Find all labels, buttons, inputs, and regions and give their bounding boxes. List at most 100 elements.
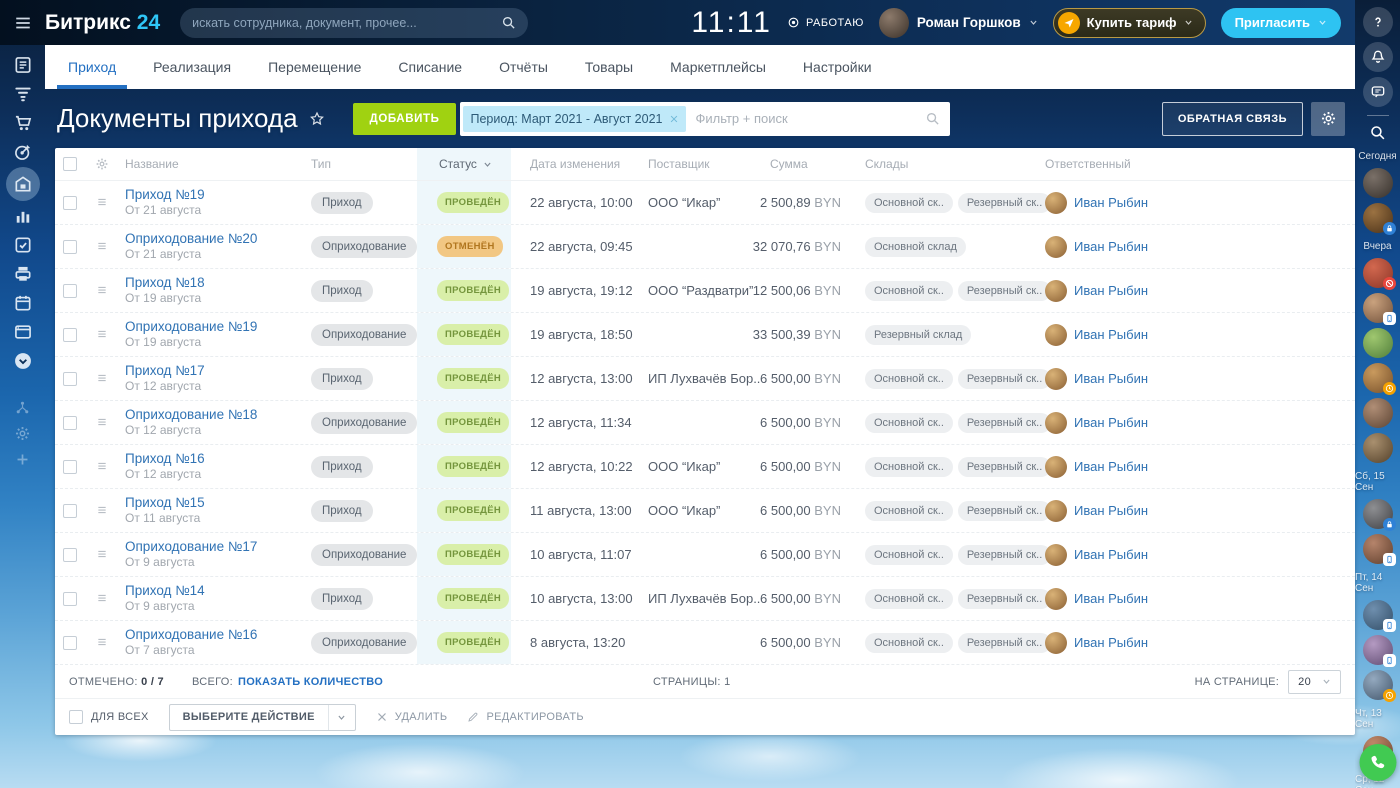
drag-handle-icon[interactable]: ≡ — [97, 414, 107, 431]
for-all-checkbox[interactable]: ДЛЯ ВСЕХ — [69, 710, 149, 724]
delete-action[interactable]: УДАЛИТЬ — [376, 711, 448, 723]
presence-avatar[interactable] — [1362, 168, 1393, 198]
presence-avatar[interactable] — [1362, 433, 1393, 463]
sidebar-item-marketing-target-icon[interactable] — [13, 142, 33, 162]
row-checkbox[interactable] — [63, 503, 77, 518]
col-header-name[interactable]: Название — [125, 157, 179, 171]
presence-avatar[interactable] — [1362, 670, 1396, 702]
sidebar-active-highlight[interactable] — [5, 167, 40, 201]
presence-avatar[interactable] — [1362, 363, 1396, 395]
document-link[interactable]: Оприходование №20 — [125, 230, 258, 246]
sidebar-item-add-plus-icon[interactable] — [14, 451, 31, 468]
presence-avatar[interactable] — [1362, 203, 1396, 235]
per-page-select[interactable]: 20 — [1288, 669, 1341, 694]
filter-chip[interactable]: Период: Март 2021 - Август 2021 — [463, 105, 687, 132]
table-row[interactable]: ≡ Оприходование №17 От 9 августа Оприход… — [55, 533, 1355, 577]
feedback-button[interactable]: ОБРАТНАЯ СВЯЗЬ — [1161, 101, 1303, 136]
document-link[interactable]: Приход №18 — [125, 274, 205, 290]
tab-4[interactable]: Списание — [398, 59, 463, 75]
sidebar-item-automation-share-icon[interactable] — [14, 399, 31, 416]
responsible-link[interactable]: Иван Рыбин — [1074, 327, 1149, 342]
tab-2[interactable]: Реализация — [153, 59, 232, 75]
choose-action-dropdown[interactable]: ВЫБЕРИТЕ ДЕЙСТВИЕ — [168, 703, 356, 731]
rail-search-icon[interactable] — [1369, 124, 1386, 141]
close-icon[interactable] — [669, 114, 679, 124]
settings-gear-button[interactable] — [1311, 101, 1345, 136]
drag-handle-icon[interactable]: ≡ — [97, 634, 107, 651]
presence-avatar[interactable] — [1362, 600, 1396, 632]
sidebar-item-sales-cart-icon[interactable] — [13, 113, 33, 133]
work-status[interactable]: РАБОТАЮ — [787, 16, 864, 29]
sidebar-item-settings-gear-icon[interactable] — [14, 425, 31, 442]
drag-handle-icon[interactable]: ≡ — [97, 546, 107, 563]
call-button[interactable] — [1359, 744, 1396, 781]
row-checkbox[interactable] — [63, 371, 77, 386]
presence-avatar[interactable] — [1362, 328, 1393, 358]
sidebar-item-sites-browser-icon[interactable] — [13, 322, 33, 342]
drag-handle-icon[interactable]: ≡ — [97, 282, 107, 299]
document-link[interactable]: Приход №17 — [125, 362, 205, 378]
favorite-star-icon[interactable] — [308, 110, 326, 128]
drag-handle-icon[interactable]: ≡ — [97, 502, 107, 519]
tab-6[interactable]: Товары — [584, 59, 634, 75]
document-link[interactable]: Приход №14 — [125, 582, 205, 598]
drag-handle-icon[interactable]: ≡ — [97, 326, 107, 343]
global-search-input[interactable]: искать сотрудника, документ, прочее... — [180, 7, 529, 38]
row-checkbox[interactable] — [63, 283, 77, 298]
grid-settings-icon[interactable] — [95, 157, 109, 171]
for-all-checkbox-input[interactable] — [69, 710, 83, 724]
filter-search-input[interactable]: Период: Март 2021 - Август 2021 Фильтр +… — [460, 101, 951, 136]
row-checkbox[interactable] — [63, 459, 77, 474]
row-checkbox[interactable] — [63, 591, 77, 606]
table-row[interactable]: ≡ Приход №16 От 12 августа Приход ПРОВЕД… — [55, 445, 1355, 489]
responsible-link[interactable]: Иван Рыбин — [1074, 635, 1149, 650]
tab-8[interactable]: Настройки — [802, 59, 872, 75]
col-header-status[interactable]: Статус — [417, 148, 511, 180]
responsible-link[interactable]: Иван Рыбин — [1074, 239, 1149, 254]
document-link[interactable]: Оприходование №16 — [125, 626, 258, 642]
row-checkbox[interactable] — [63, 195, 77, 210]
tab-5[interactable]: Отчёты — [499, 59, 548, 75]
col-header-sum[interactable]: Сумма — [770, 157, 808, 171]
clock[interactable]: 11:11 — [691, 5, 772, 39]
edit-action[interactable]: РЕДАКТИРОВАТЬ — [467, 711, 584, 723]
responsible-link[interactable]: Иван Рыбин — [1074, 459, 1149, 474]
presence-avatar[interactable] — [1362, 258, 1396, 290]
help-icon[interactable] — [1362, 7, 1393, 37]
drag-handle-icon[interactable]: ≡ — [97, 194, 107, 211]
responsible-link[interactable]: Иван Рыбин — [1074, 415, 1149, 430]
drag-handle-icon[interactable]: ≡ — [97, 458, 107, 475]
table-row[interactable]: ≡ Приход №15 От 11 августа Приход ПРОВЕД… — [55, 489, 1355, 533]
app-logo[interactable]: Битрикс 24 — [45, 10, 161, 34]
presence-avatar[interactable] — [1362, 293, 1396, 325]
col-header-warehouses[interactable]: Склады — [865, 157, 909, 171]
presence-avatar[interactable] — [1362, 499, 1396, 531]
document-link[interactable]: Оприходование №17 — [125, 538, 258, 554]
sidebar-item-warehouse-icon[interactable] — [13, 174, 33, 194]
responsible-link[interactable]: Иван Рыбин — [1074, 371, 1149, 386]
row-checkbox[interactable] — [63, 635, 77, 650]
buy-tariff-button[interactable]: Купить тариф — [1052, 7, 1206, 38]
table-row[interactable]: ≡ Приход №19 От 21 августа Приход ПРОВЕД… — [55, 181, 1355, 225]
table-row[interactable]: ≡ Оприходование №16 От 7 августа Оприход… — [55, 621, 1355, 665]
document-link[interactable]: Приход №16 — [125, 450, 205, 466]
tab-7[interactable]: Маркетплейсы — [670, 59, 766, 75]
sidebar-item-tasks-check-icon[interactable] — [13, 235, 33, 255]
table-row[interactable]: ≡ Оприходование №19 От 19 августа Оприхо… — [55, 313, 1355, 357]
responsible-link[interactable]: Иван Рыбин — [1074, 503, 1149, 518]
presence-avatar[interactable] — [1362, 398, 1393, 428]
menu-icon[interactable] — [0, 0, 45, 45]
search-icon[interactable] — [501, 15, 516, 30]
sidebar-item-analytics-chart-icon[interactable] — [13, 206, 33, 226]
document-link[interactable]: Приход №19 — [125, 186, 205, 202]
col-header-supplier[interactable]: Поставщик — [648, 157, 710, 171]
table-row[interactable]: ≡ Приход №17 От 12 августа Приход ПРОВЕД… — [55, 357, 1355, 401]
responsible-link[interactable]: Иван Рыбин — [1074, 547, 1149, 562]
drag-handle-icon[interactable]: ≡ — [97, 590, 107, 607]
select-all-checkbox[interactable] — [63, 157, 77, 171]
col-header-date[interactable]: Дата изменения — [530, 157, 621, 171]
row-checkbox[interactable] — [63, 239, 77, 254]
tab-1[interactable]: Приход — [56, 45, 128, 89]
sidebar-item-calendar-icon[interactable] — [13, 293, 33, 313]
responsible-link[interactable]: Иван Рыбин — [1074, 283, 1149, 298]
